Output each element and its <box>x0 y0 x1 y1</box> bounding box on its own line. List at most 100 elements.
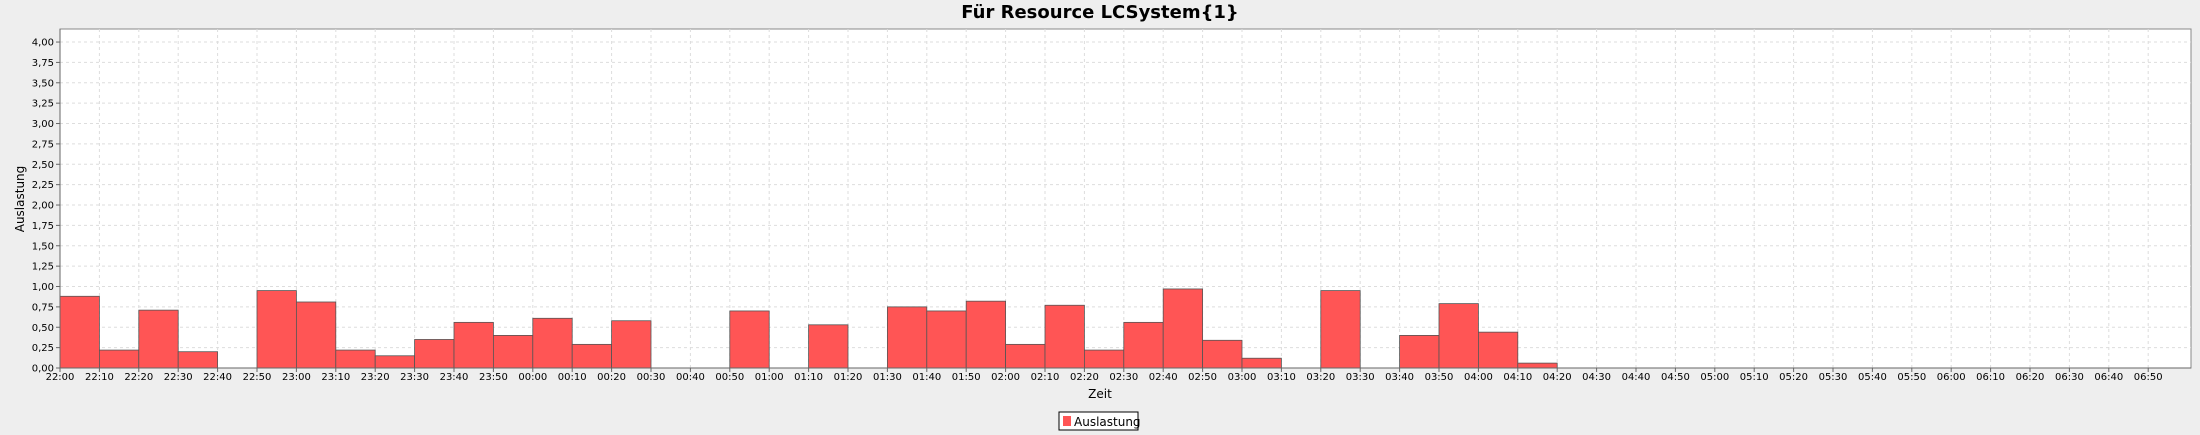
x-tick-label: 01:00 <box>755 372 784 383</box>
legend-box <box>1058 411 1139 431</box>
y-tick-label: 0,25 <box>32 343 54 354</box>
x-tick-label: 02:50 <box>1188 372 1217 383</box>
bar <box>1084 349 1125 369</box>
bar <box>1123 321 1164 369</box>
x-tick-label: 23:50 <box>479 372 508 383</box>
axes: 0,00 0,25 0,50 0,75 1,00 1,25 1,50 1,75 2,00 2,25… <box>32 29 2191 383</box>
x-tick-label: 06:20 <box>2016 372 2045 383</box>
y-tick-label: 1,50 <box>32 241 54 252</box>
x-tick-label: 01:10 <box>794 372 823 383</box>
x-tick-label: 03:40 <box>1385 372 1414 383</box>
bar <box>453 321 494 369</box>
legend-label: Auslastung <box>1074 415 1141 429</box>
y-tick-label: 3,75 <box>32 58 54 69</box>
x-tick-label: 04:00 <box>1464 372 1493 383</box>
bar <box>1044 304 1085 369</box>
bar <box>1478 331 1519 369</box>
x-tick-label: 02:00 <box>991 372 1020 383</box>
x-tick-label: 00:50 <box>715 372 744 383</box>
x-tick-label: 03:10 <box>1267 372 1296 383</box>
x-tick-label: 05:10 <box>1740 372 1769 383</box>
bar <box>1399 335 1440 369</box>
x-tick-label: 05:20 <box>1779 372 1808 383</box>
bar <box>965 300 1007 369</box>
x-tick-label: 04:10 <box>1503 372 1532 383</box>
x-tick-label: 06:40 <box>2094 372 2123 383</box>
x-tick-label: 02:30 <box>1109 372 1138 383</box>
x-tick-label: 23:40 <box>440 372 469 383</box>
x-tick-label: 06:00 <box>1937 372 1966 383</box>
bar <box>611 320 652 369</box>
x-tick-label: 05:00 <box>1700 372 1729 383</box>
bar <box>335 349 376 369</box>
x-tick-label: 00:20 <box>597 372 626 383</box>
x-tick-label: 05:50 <box>1897 372 1926 383</box>
x-tick-label: 01:40 <box>912 372 941 383</box>
bar <box>177 351 218 369</box>
bar <box>729 310 770 369</box>
bar <box>1517 362 1558 369</box>
bar <box>138 309 179 369</box>
x-tick-label: 03:00 <box>1228 372 1257 383</box>
bar <box>414 339 455 369</box>
x-tick-label: 05:30 <box>1819 372 1848 383</box>
bar <box>532 317 573 369</box>
x-axis-label: Zeit <box>1088 387 1112 401</box>
x-tick-label: 23:10 <box>321 372 350 383</box>
x-tick-label: 03:20 <box>1306 372 1335 383</box>
y-tick-label: 2,75 <box>32 139 54 150</box>
y-tick-label: 0,75 <box>32 302 54 313</box>
x-tick-label: 06:30 <box>2055 372 2084 383</box>
legend-swatch <box>1063 416 1071 426</box>
x-tick-label: 01:50 <box>952 372 981 383</box>
x-tick-label: 01:20 <box>834 372 863 383</box>
x-tick-label: 23:00 <box>282 372 311 383</box>
x-tick-label: 22:20 <box>124 372 153 383</box>
x-tick-label: 22:30 <box>164 372 193 383</box>
bar <box>1438 303 1479 369</box>
y-tick-label: 1,75 <box>32 221 54 232</box>
x-tick-label: 01:30 <box>873 372 902 383</box>
y-tick-label: 4,00 <box>32 38 54 49</box>
y-tick-label: 1,25 <box>32 262 54 273</box>
x-tick-label: 22:40 <box>203 372 232 383</box>
y-tick-label: 3,00 <box>32 119 54 130</box>
bar <box>1005 343 1046 369</box>
x-tick-label: 23:20 <box>361 372 390 383</box>
x-tick-label: 04:30 <box>1582 372 1611 383</box>
bar <box>926 310 967 369</box>
bar <box>374 355 416 369</box>
x-tick-label: 03:30 <box>1346 372 1375 383</box>
x-tick-label: 00:40 <box>676 372 705 383</box>
y-tick-label: 3,25 <box>32 99 54 110</box>
y-tick-label: 2,50 <box>32 160 54 171</box>
y-tick-label: 2,25 <box>32 180 54 191</box>
x-tick-label: 22:50 <box>243 372 272 383</box>
x-tick-label: 00:30 <box>637 372 666 383</box>
y-axis-label: Auslastung <box>13 166 27 233</box>
bar <box>99 349 140 369</box>
x-tick-label: 22:00 <box>46 372 75 383</box>
x-tick-label: 02:10 <box>1031 372 1060 383</box>
x-tick-label: 04:20 <box>1543 372 1572 383</box>
y-tick-label: 2,00 <box>32 201 54 212</box>
bar <box>295 301 337 369</box>
x-tick-label: 06:10 <box>1976 372 2005 383</box>
x-tick-label: 23:30 <box>400 372 429 383</box>
y-tick-label: 0,50 <box>32 323 54 334</box>
x-tick-label: 02:20 <box>1070 372 1099 383</box>
bar <box>808 324 849 369</box>
bar <box>571 343 613 369</box>
bar <box>887 306 928 369</box>
x-tick-label: 06:50 <box>2134 372 2163 383</box>
legend: Auslastung <box>1058 411 1141 431</box>
x-tick-label: 04:40 <box>1622 372 1651 383</box>
bar <box>59 295 100 369</box>
bar <box>256 290 297 369</box>
x-tick-label: 02:40 <box>1149 372 1178 383</box>
x-tick-label: 03:50 <box>1425 372 1454 383</box>
y-tick-label: 3,50 <box>32 78 54 89</box>
plot-area <box>59 28 2192 369</box>
bar <box>1320 290 1361 369</box>
